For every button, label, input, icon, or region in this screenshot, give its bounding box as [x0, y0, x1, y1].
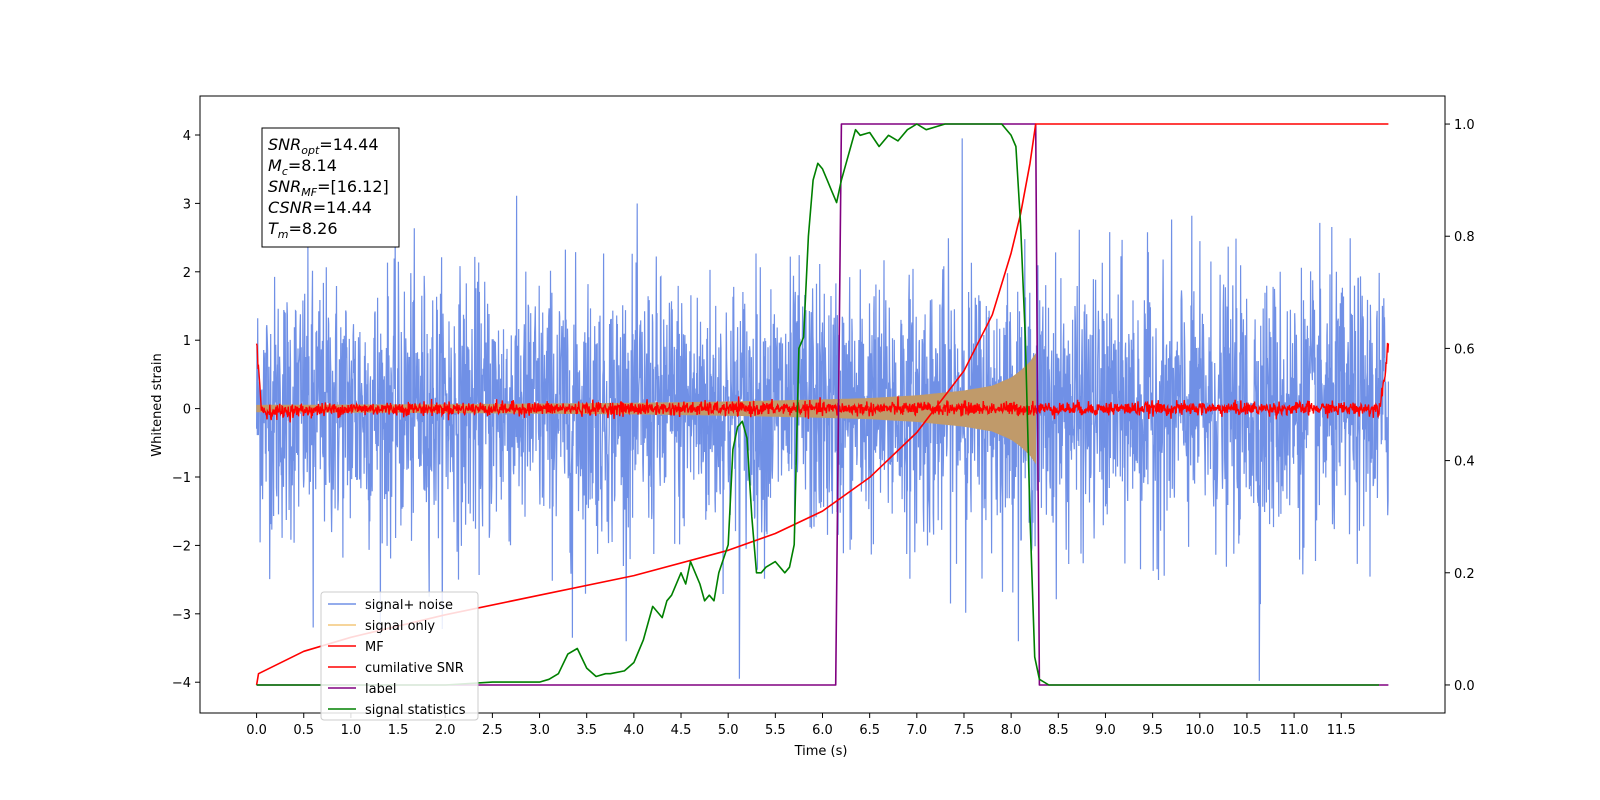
info-symbol: SNR — [268, 177, 301, 196]
signal-statistics-line — [256, 123, 1379, 686]
x-tick-label: 3.0 — [529, 723, 550, 738]
x-tick-label: 0.0 — [246, 723, 267, 738]
y-left-tick-label: −2 — [172, 539, 191, 554]
info-symbol: SNR — [268, 135, 301, 154]
x-tick-label: 4.5 — [671, 723, 692, 738]
y-left-tick-label: 1 — [183, 334, 191, 349]
y-right-tick-label: 1.0 — [1454, 118, 1475, 133]
x-tick-label: 5.0 — [718, 723, 739, 738]
info-box-frame — [261, 127, 400, 248]
legend: signal+ noise signal only MF cumilative SNR… — [320, 591, 479, 721]
y-right-tick-label: 0.0 — [1454, 679, 1475, 694]
x-tick-label: 1.0 — [341, 723, 362, 738]
x-tick-label: 3.5 — [576, 723, 597, 738]
x-tick-label: 7.5 — [954, 723, 975, 738]
info-value: =14.44 — [319, 135, 378, 154]
y-axis-label: Whitened strain — [150, 353, 165, 456]
y-left-axis-ticks: −4 −3 −2 −1 0 1 2 3 4 — [172, 129, 200, 691]
info-subscript: c — [282, 165, 288, 178]
info-value: =[16.12] — [317, 177, 389, 196]
legend-frame — [320, 591, 479, 721]
y-left-tick-label: 0 — [183, 403, 191, 418]
x-tick-label: 2.5 — [482, 723, 503, 738]
info-symbol: T — [268, 219, 279, 238]
y-left-tick-label: −3 — [172, 608, 191, 623]
legend-label: signal statistics — [365, 703, 466, 718]
x-tick-label: 9.5 — [1142, 723, 1163, 738]
x-axis-label: Time (s) — [794, 744, 848, 759]
info-symbol: M — [268, 156, 282, 175]
info-box: SNRopt=14.44Mc=8.14SNRMF=[16.12]CSNR=14.… — [261, 127, 400, 248]
x-tick-label: 11.0 — [1280, 723, 1309, 738]
x-tick-label: 7.0 — [906, 723, 927, 738]
info-subscript: m — [278, 228, 289, 241]
info-subscript: opt — [301, 144, 320, 157]
y-right-tick-label: 0.2 — [1454, 567, 1475, 582]
x-tick-label: 11.5 — [1327, 723, 1356, 738]
y-left-tick-label: −4 — [172, 676, 191, 691]
legend-label: signal+ noise — [365, 598, 453, 613]
x-tick-label: 4.0 — [624, 723, 645, 738]
x-tick-label: 2.0 — [435, 723, 456, 738]
x-tick-label: 0.5 — [293, 723, 314, 738]
legend-label: cumilative SNR — [365, 661, 464, 676]
x-tick-label: 6.0 — [812, 723, 833, 738]
info-line: Mc=8.14 — [268, 156, 337, 178]
x-tick-label: 8.5 — [1048, 723, 1069, 738]
y-left-tick-label: 4 — [183, 129, 191, 144]
y-right-tick-label: 0.8 — [1454, 230, 1475, 245]
info-line: SNRopt=14.44 — [268, 135, 379, 157]
y-left-tick-label: 3 — [183, 197, 191, 212]
x-tick-label: 5.5 — [765, 723, 786, 738]
x-tick-label: 1.5 — [388, 723, 409, 738]
legend-label: label — [365, 682, 396, 697]
info-line: SNRMF=[16.12] — [268, 177, 389, 199]
info-value: =8.26 — [289, 219, 338, 238]
info-line: CSNR=14.44 — [268, 198, 372, 217]
y-left-tick-label: −1 — [172, 471, 191, 486]
info-value: =8.14 — [288, 156, 337, 175]
info-value: =14.44 — [313, 198, 372, 217]
y-left-tick-label: 2 — [183, 266, 191, 281]
signal-noise-line — [256, 138, 1389, 681]
x-tick-label: 10.5 — [1232, 723, 1261, 738]
x-axis-ticks: 0.0 0.5 1.0 1.5 2.0 2.5 3.0 3.5 4.0 4.5 5.0 5.5 6.0 6… — [246, 713, 1356, 738]
mf-line — [255, 342, 1390, 423]
y-right-tick-label: 0.6 — [1454, 342, 1475, 357]
legend-label: MF — [365, 640, 384, 655]
legend-label: signal only — [365, 619, 435, 634]
info-subscript: MF — [301, 186, 317, 199]
info-symbol: CSNR — [268, 198, 313, 217]
y-right-axis-ticks: 0.0 0.2 0.4 0.6 0.8 1.0 — [1445, 118, 1475, 694]
mf-series — [255, 342, 1390, 423]
y-right-tick-label: 0.4 — [1454, 455, 1475, 470]
info-line: Tm=8.26 — [268, 219, 338, 241]
signal-noise-series — [256, 138, 1389, 681]
x-tick-label: 9.0 — [1095, 723, 1116, 738]
x-tick-label: 8.0 — [1001, 723, 1022, 738]
x-tick-label: 6.5 — [859, 723, 880, 738]
x-tick-label: 10.0 — [1185, 723, 1214, 738]
